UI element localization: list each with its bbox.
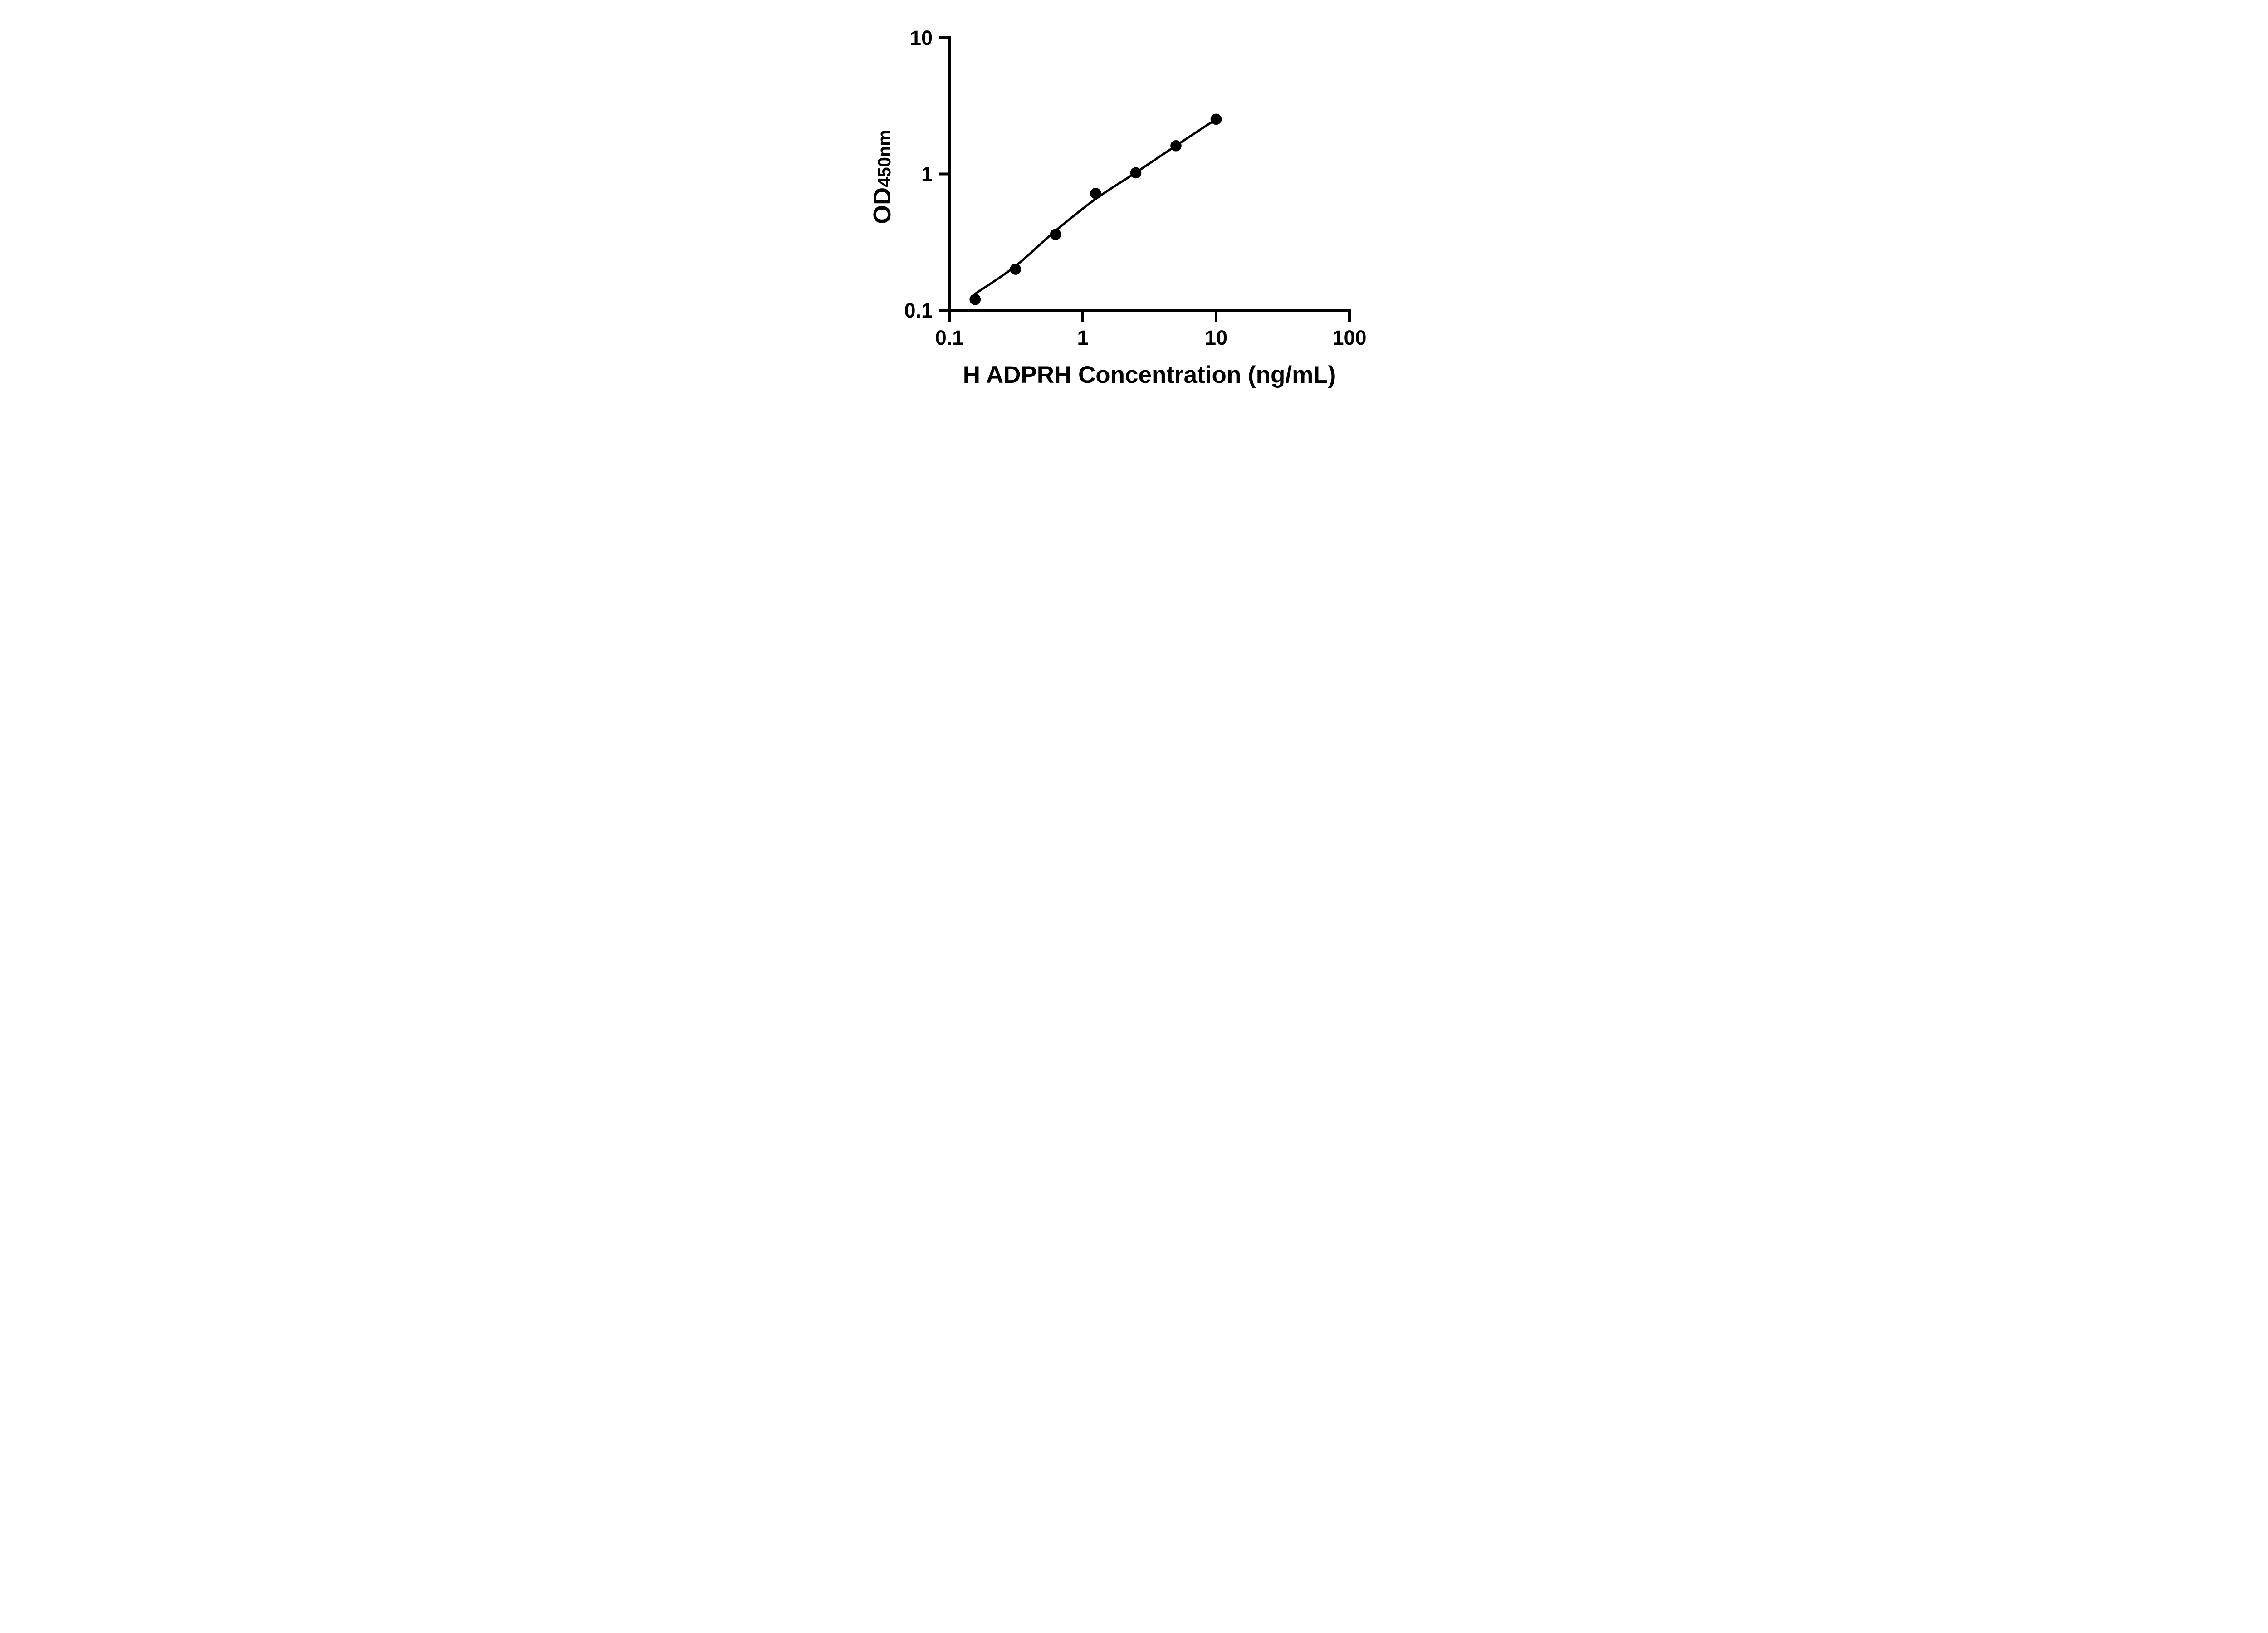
x-tick-label: 1 [1077, 326, 1088, 349]
x-tick-label: 10 [1205, 326, 1227, 349]
elisa-standard-curve-chart: OD450nm 0.1 1 10 0.1 1 10 100 H ADPRH Concentr… [848, 0, 1420, 408]
data-point [1210, 113, 1222, 125]
x-axis-title: H ADPRH Concentration (ng/mL) [963, 362, 1336, 388]
data-point [1170, 140, 1182, 152]
data-point [1050, 229, 1061, 240]
data-point [1090, 188, 1101, 199]
data-point [1130, 167, 1142, 179]
x-tick-label: 0.1 [935, 326, 964, 349]
y-tick-label: 10 [910, 26, 933, 49]
x-tick-label: 100 [1332, 326, 1366, 349]
plot-area: 0.1 1 10 0.1 1 10 100 [904, 26, 1366, 349]
y-tick-label: 1 [921, 163, 933, 186]
data-point [969, 293, 981, 305]
y-tick-label: 0.1 [904, 299, 933, 322]
data-point [1010, 264, 1021, 275]
